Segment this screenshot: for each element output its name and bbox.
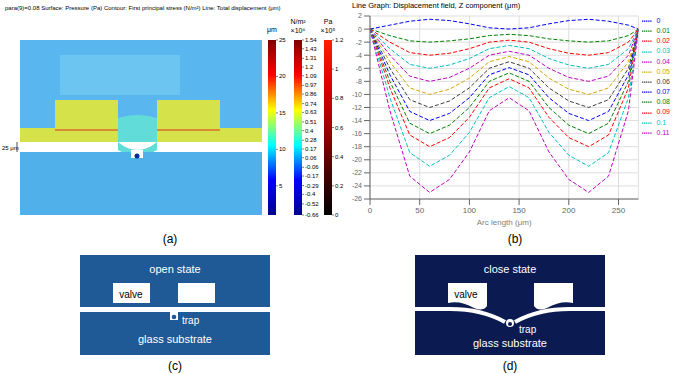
- svg-text:1: 1: [335, 66, 339, 72]
- svg-text:0.06: 0.06: [305, 155, 317, 161]
- svg-text:0.28: 0.28: [305, 137, 317, 143]
- svg-text:Pa: Pa: [324, 18, 333, 25]
- svg-text:1.2: 1.2: [335, 37, 344, 43]
- svg-text:N/m²: N/m²: [290, 18, 306, 25]
- svg-text:(c): (c): [168, 359, 182, 373]
- svg-text:-0.52: -0.52: [305, 201, 319, 207]
- svg-text:glass substrate: glass substrate: [473, 337, 547, 349]
- svg-text:(b): (b): [508, 232, 523, 246]
- svg-text:trap: trap: [519, 324, 537, 335]
- svg-text:2: 2: [358, 12, 362, 19]
- svg-text:10: 10: [279, 146, 286, 152]
- html-text:0.1: 0.1: [656, 118, 667, 126]
- svg-text:(a): (a): [163, 232, 178, 246]
- svg-text:100: 100: [463, 206, 477, 215]
- svg-text:valve: valve: [454, 289, 478, 300]
- svg-text:0.17: 0.17: [305, 146, 317, 152]
- svg-text:0.97: 0.97: [305, 82, 317, 88]
- html-text:0: 0: [656, 17, 661, 24]
- svg-text:-4: -4: [356, 52, 362, 59]
- svg-text:0.4: 0.4: [305, 128, 314, 134]
- svg-text:-24: -24: [352, 182, 362, 189]
- svg-text:-0.17: -0.17: [305, 173, 319, 179]
- svg-text:-14: -14: [352, 117, 362, 124]
- html-text:0.05: 0.05: [656, 67, 670, 75]
- svg-text:0.74: 0.74: [305, 101, 317, 107]
- svg-text:×10⁵: ×10⁵: [321, 27, 336, 34]
- svg-text:0: 0: [358, 26, 362, 33]
- svg-text:μm: μm: [267, 26, 277, 34]
- svg-text:1.43: 1.43: [305, 46, 317, 52]
- svg-text:0.51: 0.51: [305, 119, 317, 125]
- html-text:0.02: 0.02: [656, 37, 670, 45]
- html-text:0.03: 0.03: [656, 47, 670, 55]
- svg-text:para(9)=0.08 Surface: Pressur: para(9)=0.08 Surface: Pressure (Pa) Cont…: [5, 5, 281, 11]
- svg-text:5: 5: [279, 183, 283, 189]
- svg-text:0.4: 0.4: [335, 154, 344, 160]
- svg-text:-0.66: -0.66: [305, 212, 319, 218]
- svg-text:25: 25: [279, 37, 286, 43]
- svg-text:0.8: 0.8: [335, 95, 344, 101]
- html-text:0.04: 0.04: [656, 57, 670, 65]
- html-text:0.08: 0.08: [656, 98, 670, 106]
- svg-text:-22: -22: [352, 169, 362, 176]
- svg-text:15: 15: [279, 110, 286, 116]
- svg-text:×10⁶: ×10⁶: [291, 27, 306, 34]
- svg-text:0: 0: [368, 206, 373, 215]
- svg-text:glass substrate: glass substrate: [138, 333, 212, 345]
- svg-text:25 μm: 25 μm: [2, 145, 19, 151]
- svg-text:1.31: 1.31: [305, 55, 317, 61]
- svg-text:-18: -18: [352, 143, 362, 150]
- svg-text:1.54: 1.54: [305, 37, 317, 43]
- html-text:0.06: 0.06: [656, 77, 670, 85]
- svg-text:-0.06: -0.06: [305, 164, 319, 170]
- svg-text:0.2: 0.2: [335, 183, 344, 189]
- svg-text:close state: close state: [484, 263, 537, 275]
- svg-text:-12: -12: [352, 104, 362, 111]
- svg-text:20: 20: [279, 73, 286, 79]
- svg-text:trap: trap: [182, 315, 200, 326]
- svg-text:50: 50: [415, 206, 424, 215]
- html-text:0.01: 0.01: [656, 27, 670, 35]
- svg-text:-6: -6: [356, 65, 362, 72]
- svg-text:-2: -2: [356, 39, 362, 46]
- svg-text:0.86: 0.86: [305, 91, 317, 97]
- svg-text:-0.29: -0.29: [305, 183, 319, 189]
- html-text:0.09: 0.09: [656, 108, 670, 116]
- svg-text:200: 200: [562, 206, 576, 215]
- svg-text:Arc length (μm): Arc length (μm): [477, 218, 532, 227]
- svg-text:valve: valve: [119, 289, 143, 300]
- html-text:Line Graph: Displacement field: Line Graph: Displacement field, Z compon…: [352, 1, 521, 10]
- html-text:0.11: 0.11: [656, 128, 670, 136]
- svg-text:-10: -10: [352, 91, 362, 98]
- svg-text:1.09: 1.09: [305, 73, 317, 79]
- svg-text:1.2: 1.2: [305, 64, 314, 70]
- svg-text:250: 250: [612, 206, 626, 215]
- svg-text:150: 150: [512, 206, 526, 215]
- svg-text:open state: open state: [149, 263, 200, 275]
- svg-text:-16: -16: [352, 130, 362, 137]
- svg-text:0.63: 0.63: [305, 109, 317, 115]
- svg-text:(d): (d): [503, 359, 518, 373]
- svg-text:-20: -20: [352, 156, 362, 163]
- svg-text:-0.4: -0.4: [305, 191, 316, 197]
- svg-text:-8: -8: [356, 78, 362, 85]
- svg-text:-26: -26: [352, 195, 362, 202]
- svg-text:0: 0: [335, 212, 339, 218]
- html-text:0.07: 0.07: [656, 88, 670, 96]
- svg-text:0.6: 0.6: [335, 125, 344, 131]
